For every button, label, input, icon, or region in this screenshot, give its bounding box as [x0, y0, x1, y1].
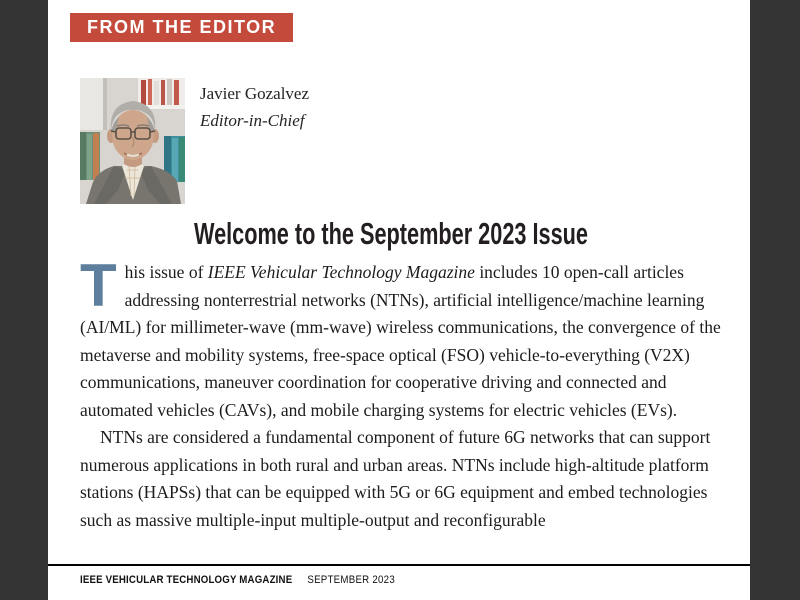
page-footer: IEEE VEHICULAR TECHNOLOGY MAGAZINE SEPTE…: [80, 574, 395, 586]
footer-issue-date: SEPTEMBER 2023: [307, 574, 395, 586]
paragraph-1-lead: his issue of: [124, 262, 208, 282]
article-headline: Welcome to the September 2023 Issue: [194, 216, 588, 251]
paragraph-1: T his issue of IEEE Vehicular Technology…: [80, 252, 725, 424]
magazine-page: FROM THE EDITOR: [48, 0, 750, 600]
footer-rule: [48, 564, 750, 566]
editor-portrait-photo: [80, 78, 185, 204]
section-badge: FROM THE EDITOR: [70, 13, 294, 42]
magazine-title-italic: IEEE Vehicular Technology Magazine: [207, 262, 475, 282]
footer-magazine-name: IEEE VEHICULAR TECHNOLOGY MAGAZINE: [80, 574, 293, 586]
dropcap-letter: T: [80, 252, 117, 319]
section-badge-label: FROM THE EDITOR: [87, 17, 277, 37]
paragraph-2: NTNs are considered a fundamental compon…: [80, 427, 711, 530]
paragraph-1-rest: includes 10 open-call articles addressin…: [80, 262, 721, 420]
article-body: T his issue of IEEE Vehicular Technology…: [80, 252, 725, 534]
editor-name: Javier Gozalvez: [200, 84, 310, 103]
editor-title: Editor-in-Chief: [200, 111, 305, 130]
